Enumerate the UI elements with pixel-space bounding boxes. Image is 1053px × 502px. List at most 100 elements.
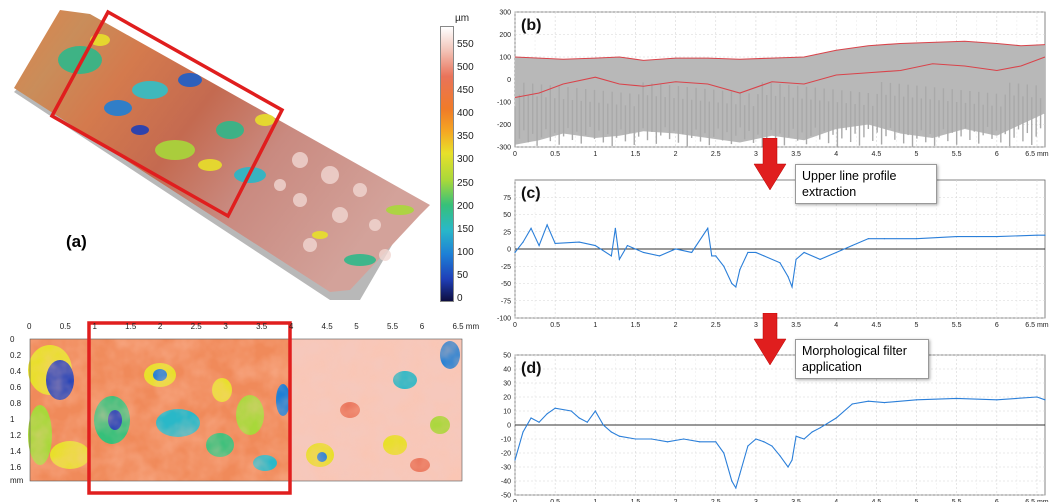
x-tick-label: 4 bbox=[834, 499, 838, 502]
data-point bbox=[538, 421, 540, 423]
data-point bbox=[1044, 234, 1046, 236]
data-point bbox=[867, 238, 869, 240]
data-point bbox=[715, 255, 717, 257]
data-point bbox=[747, 251, 749, 254]
callout-morphological-filter: Morphological filter application bbox=[795, 339, 929, 379]
color-scale-tick: 400 bbox=[457, 108, 474, 120]
data-point bbox=[723, 452, 725, 454]
series-mean-line bbox=[514, 56, 1046, 99]
data-point bbox=[538, 244, 540, 247]
data-point bbox=[650, 438, 653, 440]
x-tick-label: 2.5 bbox=[711, 499, 721, 502]
data-point bbox=[1044, 399, 1046, 401]
map-y-tick: 0.4 bbox=[10, 367, 22, 376]
y-tick-label: 50 bbox=[503, 212, 511, 219]
data-point bbox=[715, 441, 717, 443]
x-tick-label: 0 bbox=[513, 499, 517, 502]
x-tick-label: 0 bbox=[513, 322, 517, 329]
y-tick-label: 40 bbox=[503, 367, 511, 374]
x-tick-label: 4 bbox=[834, 322, 838, 329]
map-x-tick: 0.5 bbox=[59, 322, 71, 331]
surface-top bbox=[14, 10, 430, 292]
data-point bbox=[522, 241, 524, 243]
data-point bbox=[642, 251, 645, 254]
data-point bbox=[711, 255, 713, 257]
y-tick-label: -100 bbox=[497, 100, 511, 107]
map-x-tick: 5 bbox=[354, 322, 359, 331]
y-tick-label: 0 bbox=[507, 247, 511, 254]
x-tick-label: 0.5 bbox=[550, 499, 560, 502]
x-tick-label: 6 bbox=[995, 499, 999, 502]
data-point bbox=[691, 251, 693, 254]
y-tick-label: -50 bbox=[501, 493, 511, 500]
x-tick-label: 3 bbox=[754, 322, 758, 329]
color-scale-tick: 500 bbox=[457, 62, 474, 74]
selection-box-3d bbox=[49, 9, 285, 219]
x-tick-label: 3.5 bbox=[791, 151, 801, 158]
x-tick-label: 4.5 bbox=[871, 499, 881, 502]
data-point bbox=[787, 276, 789, 278]
data-point bbox=[755, 438, 757, 440]
y-tick-label: 100 bbox=[499, 55, 511, 62]
map-x-tick: 2.5 bbox=[190, 322, 202, 331]
data-point bbox=[819, 427, 821, 429]
data-point bbox=[851, 244, 853, 247]
map-x-tick: 6.5 mm bbox=[452, 322, 480, 331]
data-point bbox=[546, 224, 548, 226]
data-point bbox=[763, 441, 765, 443]
y-tick-label: -40 bbox=[501, 479, 511, 486]
data-point bbox=[666, 441, 669, 443]
x-tick-label: 5.5 bbox=[952, 322, 962, 329]
map-x-tick: 5.5 bbox=[387, 322, 399, 331]
data-point bbox=[578, 241, 580, 243]
y-tick-label: 25 bbox=[503, 229, 511, 236]
chart-panel-label: (d) bbox=[521, 360, 541, 377]
data-point bbox=[996, 399, 998, 401]
data-point bbox=[915, 238, 918, 240]
arrow-down-icon bbox=[753, 313, 787, 366]
x-tick-label: 4.5 bbox=[871, 322, 881, 329]
y-tick-label: 20 bbox=[503, 395, 511, 402]
data-point bbox=[739, 269, 741, 271]
data-point bbox=[514, 251, 516, 254]
y-tick-label: 30 bbox=[503, 381, 511, 388]
y-tick-label: 0 bbox=[507, 423, 511, 430]
data-point bbox=[618, 435, 620, 437]
y-tick-label: -100 bbox=[497, 316, 511, 323]
x-tick-label: 5 bbox=[915, 322, 919, 329]
data-point bbox=[699, 441, 701, 443]
data-point bbox=[867, 400, 869, 402]
data-point bbox=[578, 417, 580, 419]
x-tick-label: 6.5 mm bbox=[1025, 322, 1049, 329]
data-point bbox=[530, 227, 532, 229]
color-scale-tick: 0 bbox=[457, 293, 463, 304]
y-tick-label: 10 bbox=[503, 409, 511, 416]
x-tick-label: 4.5 bbox=[871, 151, 881, 158]
x-tick-label: 1 bbox=[593, 322, 597, 329]
surface-pits bbox=[274, 152, 391, 261]
data-point bbox=[634, 438, 637, 440]
map-x-tick: 0 bbox=[27, 322, 32, 331]
surface-3d-view bbox=[14, 9, 430, 300]
map-y-tick: 1.2 bbox=[10, 431, 22, 440]
data-point bbox=[683, 438, 685, 440]
data-point bbox=[819, 258, 821, 260]
data-point bbox=[791, 286, 793, 288]
data-point bbox=[883, 402, 885, 404]
data-point bbox=[835, 251, 837, 254]
data-point bbox=[554, 242, 556, 245]
y-tick-label: -25 bbox=[501, 264, 511, 271]
data-point bbox=[514, 459, 516, 461]
map-y-tick: 0.6 bbox=[10, 383, 22, 392]
data-point bbox=[996, 235, 998, 238]
data-point bbox=[747, 445, 749, 447]
y-tick-label: -75 bbox=[501, 298, 511, 305]
data-point bbox=[915, 399, 918, 401]
x-tick-label: 1.5 bbox=[631, 151, 641, 158]
data-point bbox=[626, 244, 629, 247]
data-point bbox=[739, 473, 741, 475]
color-scale-tick: 250 bbox=[457, 177, 474, 189]
y-tick-label: -200 bbox=[497, 122, 511, 129]
data-point bbox=[851, 403, 853, 405]
color-scale-tick: 350 bbox=[457, 131, 474, 143]
